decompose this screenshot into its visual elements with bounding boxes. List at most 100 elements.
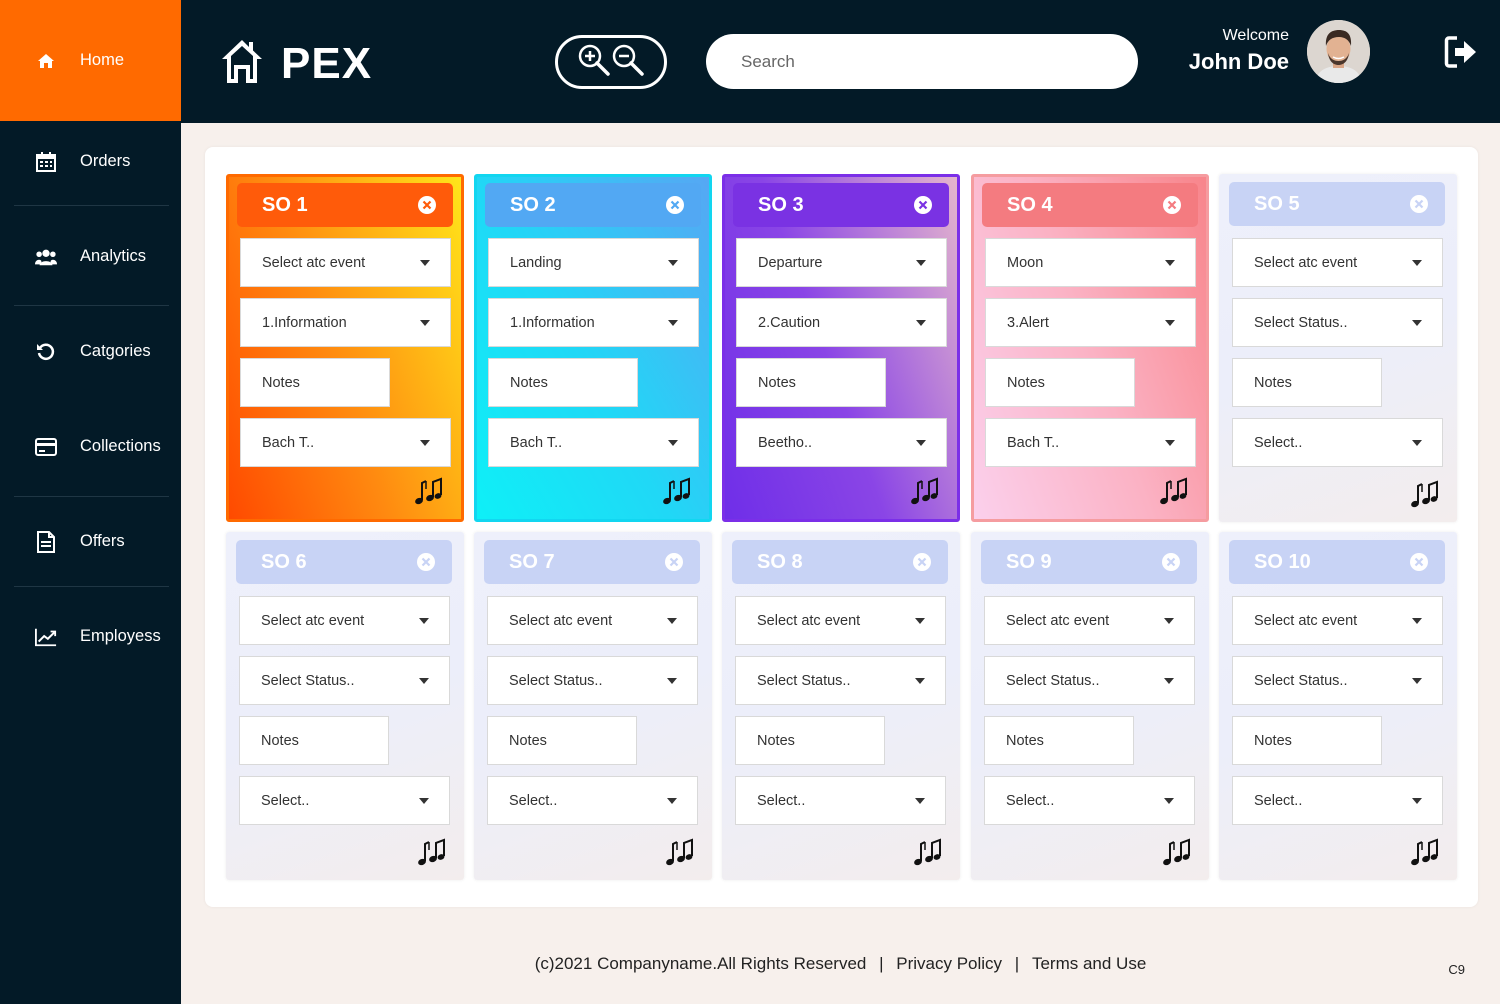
status-select[interactable]: Select Status.. bbox=[735, 656, 946, 705]
event-select[interactable]: Departure bbox=[736, 238, 947, 287]
orders-board: SO 1 Select atc event 1.Information Note… bbox=[205, 147, 1478, 907]
notes-field[interactable]: Notes bbox=[487, 716, 637, 765]
notes-field[interactable]: Notes bbox=[1232, 358, 1382, 407]
notes-field[interactable]: Notes bbox=[736, 358, 886, 407]
select-value: Beetho.. bbox=[758, 434, 813, 451]
card-header: SO 6 bbox=[236, 540, 452, 584]
music-select[interactable]: Select.. bbox=[239, 776, 450, 825]
sidebar-item-orders[interactable]: Orders bbox=[0, 114, 181, 209]
status-select[interactable]: Select Status.. bbox=[1232, 298, 1443, 347]
sidebar-item-catgories[interactable]: Catgories bbox=[0, 304, 181, 399]
sidebar-item-label: Analytics bbox=[80, 247, 147, 265]
sidebar-item-label: Employess bbox=[80, 627, 161, 645]
notes-field[interactable]: Notes bbox=[240, 358, 390, 407]
card-header: SO 1 bbox=[237, 183, 453, 227]
order-card: SO 6 Select atc event Select Status.. No… bbox=[226, 532, 464, 880]
notes-placeholder: Notes bbox=[510, 374, 548, 391]
event-select[interactable]: Landing bbox=[488, 238, 699, 287]
music-notes-icon[interactable] bbox=[664, 838, 694, 868]
music-notes-icon[interactable] bbox=[416, 838, 446, 868]
music-select[interactable]: Select.. bbox=[1232, 418, 1443, 467]
chevron-down-icon bbox=[1412, 260, 1422, 266]
logout-icon[interactable] bbox=[1443, 34, 1479, 70]
event-select[interactable]: Select atc event bbox=[735, 596, 946, 645]
sidebar-item-employess[interactable]: Employess bbox=[0, 589, 181, 684]
notes-field[interactable]: Notes bbox=[984, 716, 1134, 765]
notes-field[interactable]: Notes bbox=[1232, 716, 1382, 765]
close-icon[interactable] bbox=[913, 195, 933, 215]
music-select[interactable]: Beetho.. bbox=[736, 418, 947, 467]
credit-card-icon bbox=[35, 436, 57, 458]
chevron-down-icon bbox=[668, 440, 678, 446]
zoom-out-icon bbox=[611, 43, 645, 82]
sidebar-item-collections[interactable]: Collections bbox=[0, 399, 181, 494]
music-notes-icon[interactable] bbox=[1158, 477, 1188, 507]
music-notes-icon[interactable] bbox=[413, 477, 443, 507]
music-select[interactable]: Bach T.. bbox=[240, 418, 451, 467]
card-header: SO 10 bbox=[1229, 540, 1445, 584]
music-notes-icon[interactable] bbox=[1161, 838, 1191, 868]
event-select[interactable]: Select atc event bbox=[1232, 238, 1443, 287]
notes-field[interactable]: Notes bbox=[488, 358, 638, 407]
zoom-button[interactable] bbox=[555, 35, 667, 89]
music-select[interactable]: Select.. bbox=[735, 776, 946, 825]
sidebar-item-offers[interactable]: Offers bbox=[0, 494, 181, 589]
terms-link[interactable]: Terms and Use bbox=[1031, 954, 1147, 973]
music-notes-icon[interactable] bbox=[909, 477, 939, 507]
music-select[interactable]: Bach T.. bbox=[488, 418, 699, 467]
close-icon[interactable] bbox=[1409, 552, 1429, 572]
select-value: Select atc event bbox=[1254, 612, 1358, 629]
close-icon[interactable] bbox=[1409, 194, 1429, 214]
sidebar-divider bbox=[14, 305, 169, 306]
refresh-icon bbox=[35, 341, 57, 363]
status-select[interactable]: Select Status.. bbox=[239, 656, 450, 705]
music-select[interactable]: Select.. bbox=[487, 776, 698, 825]
chevron-down-icon bbox=[916, 320, 926, 326]
music-notes-icon[interactable] bbox=[1409, 480, 1439, 510]
status-select[interactable]: Select Status.. bbox=[984, 656, 1195, 705]
close-icon[interactable] bbox=[1161, 552, 1181, 572]
close-icon[interactable] bbox=[417, 195, 437, 215]
sidebar-item-home[interactable]: Home bbox=[0, 0, 181, 121]
event-select[interactable]: Select atc event bbox=[984, 596, 1195, 645]
status-select[interactable]: 2.Caution bbox=[736, 298, 947, 347]
status-select[interactable]: 1.Information bbox=[240, 298, 451, 347]
event-select[interactable]: Select atc event bbox=[239, 596, 450, 645]
chevron-down-icon bbox=[419, 618, 429, 624]
close-icon[interactable] bbox=[665, 195, 685, 215]
status-select[interactable]: 1.Information bbox=[488, 298, 699, 347]
order-card: SO 2 Landing 1.Information Notes Bach T.… bbox=[474, 174, 712, 522]
event-select[interactable]: Select atc event bbox=[240, 238, 451, 287]
select-value: Select Status.. bbox=[509, 672, 603, 689]
brand-logo[interactable]: PEX bbox=[221, 37, 372, 90]
chevron-down-icon bbox=[916, 440, 926, 446]
close-icon[interactable] bbox=[664, 552, 684, 572]
close-icon[interactable] bbox=[912, 552, 932, 572]
privacy-policy-link[interactable]: Privacy Policy bbox=[896, 954, 1003, 973]
music-select[interactable]: Select.. bbox=[984, 776, 1195, 825]
music-select[interactable]: Bach T.. bbox=[985, 418, 1196, 467]
status-select[interactable]: 3.Alert bbox=[985, 298, 1196, 347]
notes-field[interactable]: Notes bbox=[735, 716, 885, 765]
search-input[interactable] bbox=[706, 34, 1138, 89]
event-select[interactable]: Select atc event bbox=[1232, 596, 1443, 645]
avatar[interactable] bbox=[1307, 20, 1370, 83]
event-select[interactable]: Moon bbox=[985, 238, 1196, 287]
close-icon[interactable] bbox=[416, 552, 436, 572]
brand-name: PEX bbox=[281, 38, 373, 88]
music-notes-icon[interactable] bbox=[1409, 838, 1439, 868]
select-value: 1.Information bbox=[262, 314, 347, 331]
music-notes-icon[interactable] bbox=[661, 477, 691, 507]
close-icon[interactable] bbox=[1162, 195, 1182, 215]
sidebar-divider bbox=[14, 205, 169, 206]
sidebar-item-analytics[interactable]: Analytics bbox=[0, 209, 181, 304]
select-value: Select.. bbox=[1006, 792, 1055, 809]
status-select[interactable]: Select Status.. bbox=[487, 656, 698, 705]
music-notes-icon[interactable] bbox=[912, 838, 942, 868]
music-select[interactable]: Select.. bbox=[1232, 776, 1443, 825]
status-select[interactable]: Select Status.. bbox=[1232, 656, 1443, 705]
notes-field[interactable]: Notes bbox=[239, 716, 389, 765]
event-select[interactable]: Select atc event bbox=[487, 596, 698, 645]
select-value: Select.. bbox=[261, 792, 310, 809]
notes-field[interactable]: Notes bbox=[985, 358, 1135, 407]
